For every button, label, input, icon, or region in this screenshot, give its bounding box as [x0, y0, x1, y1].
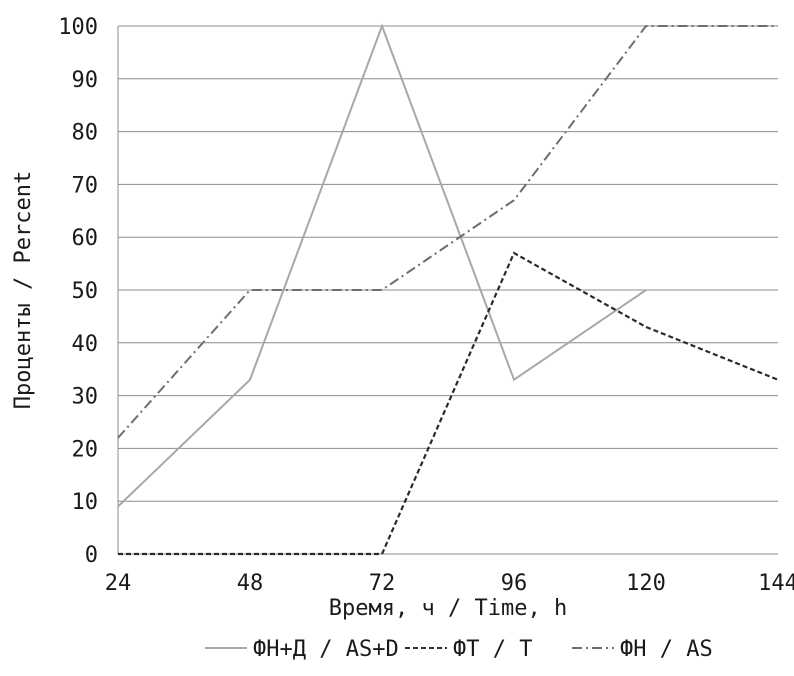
- y-tick-label: 90: [72, 68, 99, 93]
- series-lines: [117, 23, 779, 556]
- y-tick-label: 0: [85, 543, 98, 568]
- y-tick-label: 40: [72, 332, 99, 357]
- y-tick-label: 20: [72, 437, 99, 462]
- y-tick-label: 30: [72, 385, 99, 410]
- legend-label: ФН+Д / AS+D: [253, 637, 399, 662]
- legend-label: ФТ / T: [453, 637, 532, 662]
- x-tick-label: 120: [626, 571, 666, 596]
- series-line-2: [117, 25, 778, 439]
- series-line-1: [118, 251, 779, 556]
- y-tick-label: 70: [72, 173, 99, 198]
- x-tick-label: 48: [237, 571, 264, 596]
- gridlines: [117, 25, 778, 555]
- x-tick-label: 72: [369, 571, 396, 596]
- x-axis-title: Время, ч / Time, h: [329, 596, 567, 621]
- y-tick-label: 60: [72, 226, 99, 251]
- y-tick-label: 80: [72, 121, 99, 146]
- x-tick-labels: 24 48 72 96 120 144: [105, 571, 794, 596]
- x-tick-label: 144: [758, 571, 794, 596]
- y-tick-label: 100: [58, 15, 98, 40]
- y-tick-label: 10: [72, 490, 99, 515]
- y-tick-labels: 0 10 20 30 40 50 60 70 80 90 100: [58, 15, 98, 568]
- x-tick-label: 96: [501, 571, 528, 596]
- y-axis-title: Проценты / Percent: [11, 171, 36, 409]
- y-tick-label: 50: [72, 279, 99, 304]
- series-line-0: [117, 23, 647, 508]
- legend: ФН+Д / AS+D ФТ / T ФН / AS: [205, 637, 713, 662]
- x-tick-label: 24: [105, 571, 132, 596]
- legend-label: ФН / AS: [620, 637, 713, 662]
